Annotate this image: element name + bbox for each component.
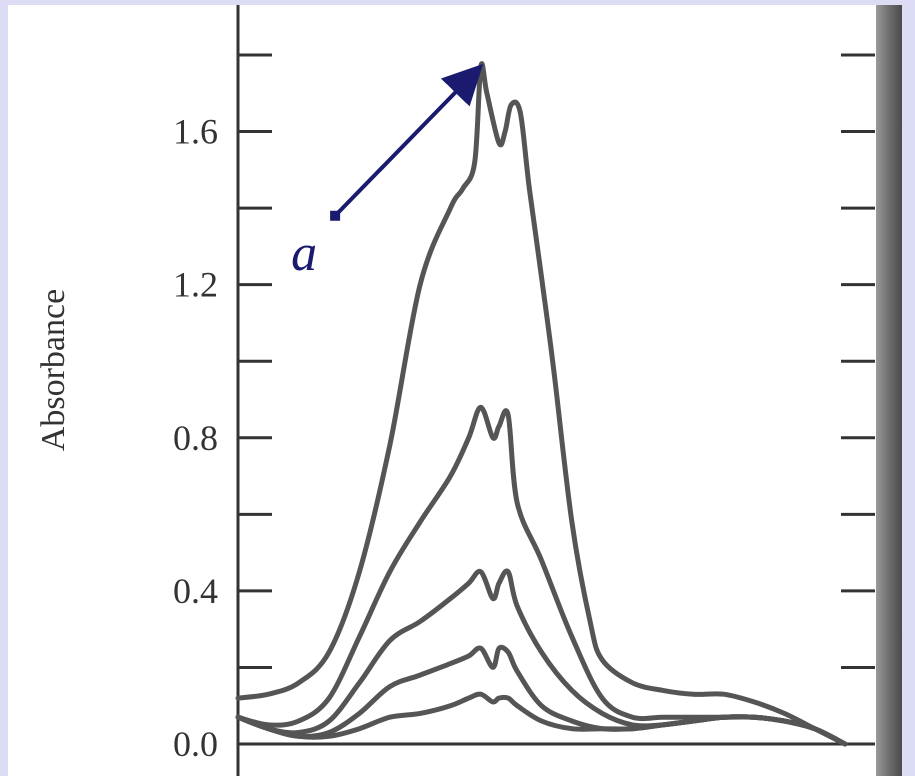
y-tick-label: 1.2 (173, 265, 218, 305)
annotation-label: a (291, 225, 317, 282)
plot-background (8, 5, 880, 776)
annotation-arrow (333, 63, 484, 218)
y-tick-labels: 0.0 0.4 0.8 1.2 1.6 (173, 112, 218, 764)
annotation: a (291, 63, 484, 282)
series-line-5 (235, 691, 848, 747)
y-tick-label: 0.4 (173, 571, 218, 611)
y-tick-label: 0.8 (173, 418, 218, 458)
page-shadow-edge (876, 5, 902, 776)
axes (236, 5, 875, 776)
series-lines (235, 61, 848, 747)
y-tick-label: 1.6 (173, 112, 218, 152)
y-tick-label: 0.0 (173, 724, 218, 764)
series-line-1 (235, 61, 848, 747)
y-axis-title: Absorbance (35, 289, 72, 451)
